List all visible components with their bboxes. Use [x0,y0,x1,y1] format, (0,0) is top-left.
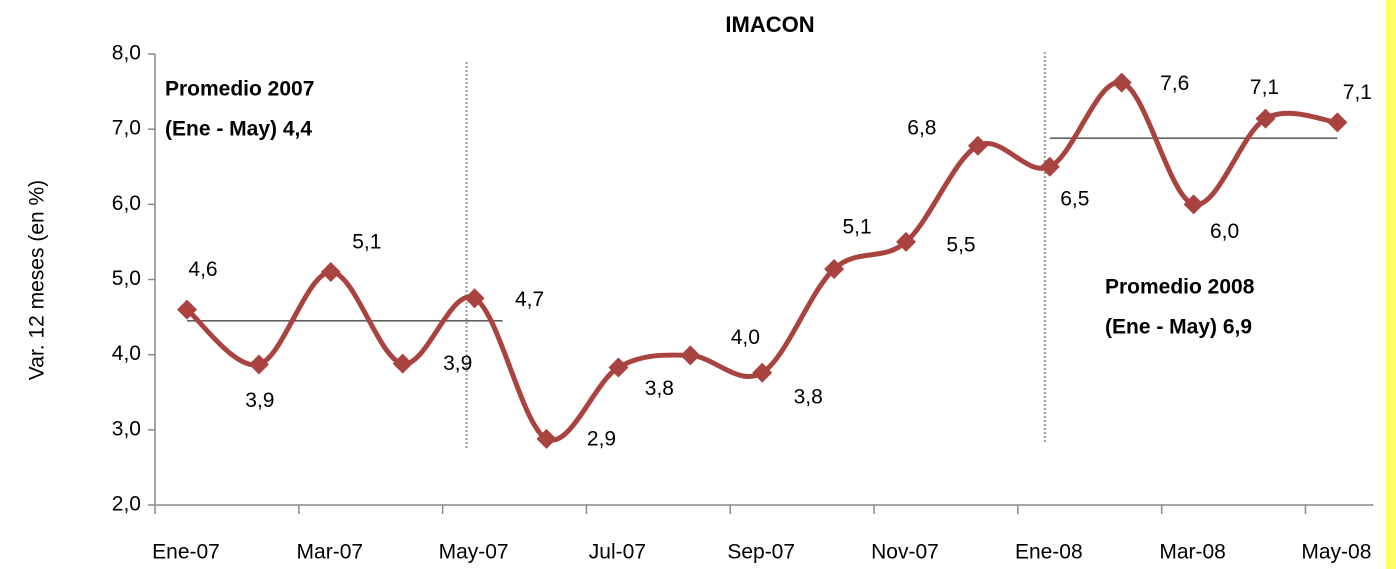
data-label: 4,7 [515,288,544,311]
data-label: 4,0 [731,326,760,349]
marker [967,135,988,156]
y-tick-label: 6,0 [112,192,141,215]
average-annotation: Promedio 2008 [1105,276,1255,299]
data-label: 5,1 [352,231,381,254]
marker [1327,112,1348,133]
x-tick-label: May-08 [1301,541,1371,564]
average-annotation: (Ene - May) 6,9 [1105,316,1252,339]
marker [392,353,413,374]
x-tick-label: Sep-07 [727,541,795,564]
data-label: 6,5 [1060,187,1089,210]
x-tick-label: Mar-08 [1159,541,1226,564]
data-label: 3,9 [245,389,274,412]
marker [1111,72,1132,93]
x-tick-label: Nov-07 [871,541,939,564]
data-label: 6,0 [1210,220,1239,243]
x-tick-label: Jul-07 [589,541,646,564]
data-label: 7,1 [1250,76,1279,99]
data-label: 3,8 [794,385,823,408]
x-tick-label: Ene-08 [1015,541,1083,564]
y-tick-label: 7,0 [112,117,141,140]
y-tick-label: 4,0 [112,342,141,365]
marker [1183,194,1204,215]
data-label: 3,9 [443,352,472,375]
marker [1039,156,1060,177]
x-tick-label: Ene-07 [152,541,220,564]
data-label: 5,5 [946,233,975,256]
x-tick-label: Mar-07 [297,541,364,564]
marker [896,231,916,252]
data-label: 4,6 [188,258,217,281]
data-label: 6,8 [907,116,936,139]
marker [752,362,773,383]
average-annotation: (Ene - May) 4,4 [165,118,312,141]
marker [680,345,701,366]
data-label: 5,1 [842,216,871,239]
marker [320,261,341,282]
marker [608,357,629,378]
y-tick-label: 8,0 [112,42,141,65]
marker [536,428,557,449]
chart-title: IMACON [725,12,814,37]
series-line [185,80,1338,443]
data-label: 7,1 [1343,81,1372,104]
marker [464,288,485,309]
marker [824,258,845,279]
edge-strip [1386,0,1396,569]
data-label: 2,9 [587,427,616,450]
marker [1255,108,1276,129]
average-annotation: Promedio 2007 [165,78,314,101]
y-tick-label: 3,0 [112,417,141,440]
data-label: 3,8 [645,377,674,400]
marker [177,299,197,320]
x-tick-label: May-07 [439,541,509,564]
y-axis-label: Var. 12 meses (en %) [26,180,49,380]
y-tick-label: 5,0 [112,267,141,290]
data-label: 7,6 [1160,72,1189,95]
y-tick-label: 2,0 [112,493,141,516]
marker [248,354,269,375]
